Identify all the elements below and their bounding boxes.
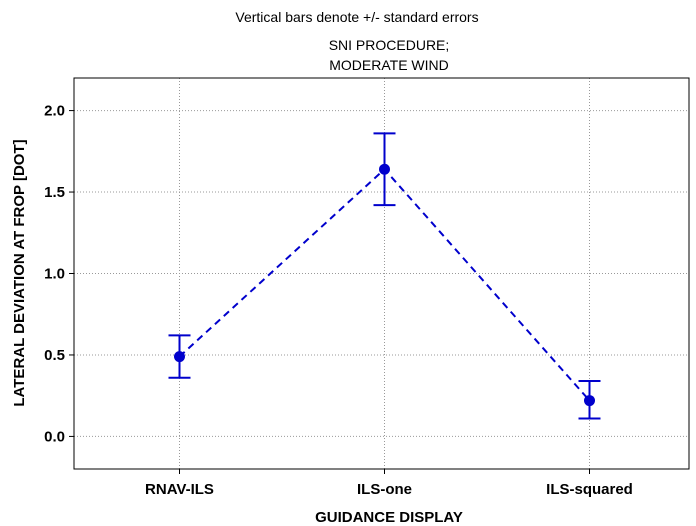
data-point [584,395,595,407]
y-tick-label: 0.5 [44,347,65,364]
x-tick-label: RNAV-ILS [145,481,214,498]
y-tick-label: 2.0 [44,103,65,120]
chart-title: Vertical bars denote +/- standard errors [235,9,478,25]
x-tick-label: ILS-squared [546,481,633,498]
data-point [379,163,390,175]
y-axis-label: LATERAL DEVIATION AT FROP [DOT] [11,139,28,406]
series-layer [168,132,601,420]
data-point [174,351,185,363]
y-tick-label: 0.0 [44,428,65,445]
y-tick-label: 1.0 [44,266,65,283]
x-tick-label: ILS-one [357,481,412,498]
chart-subtitle-line-2: MODERATE WIND [329,57,449,73]
grid-lines [74,78,689,469]
x-axis-label: GUIDANCE DISPLAY [315,509,463,526]
y-axis-ticks: 0.0 0.5 1.0 1.5 2.0 [44,103,74,445]
x-axis-ticks: RNAV-ILS ILS-one ILS-squared [145,469,633,498]
chart-subtitle-line-1: SNI PROCEDURE; [329,37,450,53]
y-tick-label: 1.5 [44,184,65,201]
